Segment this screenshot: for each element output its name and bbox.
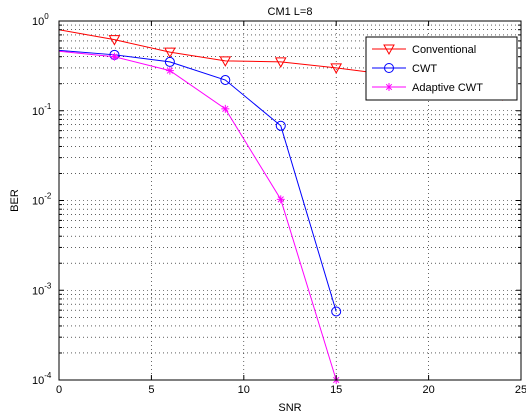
x-tick-label: 10 [238, 384, 250, 396]
series-line [58, 50, 337, 381]
data-point-marker [108, 35, 121, 46]
data-point-marker [385, 83, 393, 91]
y-tick-label: 100 [32, 12, 49, 28]
data-point-marker [276, 195, 285, 204]
y-tick-label: 10-3 [32, 281, 52, 297]
data-point-marker [384, 63, 394, 73]
data-point-marker [383, 44, 395, 56]
series-2 [58, 50, 341, 384]
chart-title: CM1 L=8 [268, 6, 313, 18]
axis-ticks: 0 5 10 15 20 25 100 10-1 10-2 10-3 10-4 [32, 12, 526, 396]
x-tick-label: 20 [422, 384, 434, 396]
x-tick-label: 25 [515, 384, 526, 396]
data-point-marker [165, 66, 174, 75]
y-axis-label: BER [9, 189, 21, 212]
data-point-marker [331, 306, 342, 317]
data-point-marker [221, 104, 230, 113]
legend-entry: CWT [372, 63, 437, 75]
data-point-marker [110, 52, 119, 61]
legend-entry: Adaptive CWT [372, 82, 483, 94]
data-point-marker [220, 75, 231, 86]
data-point-marker [330, 63, 343, 74]
y-tick-label: 10-1 [32, 102, 52, 118]
legend: Conventional CWT Adaptive CWT [365, 36, 518, 101]
data-point-marker [219, 56, 232, 67]
series-1 [58, 49, 342, 317]
x-axis-label: SNR [278, 402, 301, 414]
x-tick-label: 15 [330, 384, 342, 396]
y-tick-label: 10-2 [32, 192, 52, 208]
legend-label: Conventional [412, 44, 476, 56]
x-tick-label: 5 [148, 384, 154, 396]
data-point-marker [274, 57, 287, 68]
legend-entry: Conventional [372, 44, 476, 56]
data-point-marker [164, 47, 176, 59]
data-point-marker [164, 56, 175, 67]
y-tick-label: 10-4 [32, 371, 52, 387]
x-tick-label: 0 [56, 384, 62, 396]
legend-label: Adaptive CWT [412, 82, 483, 94]
legend-label: CWT [412, 63, 437, 75]
data-point-marker [275, 120, 286, 131]
series-line [58, 49, 337, 312]
